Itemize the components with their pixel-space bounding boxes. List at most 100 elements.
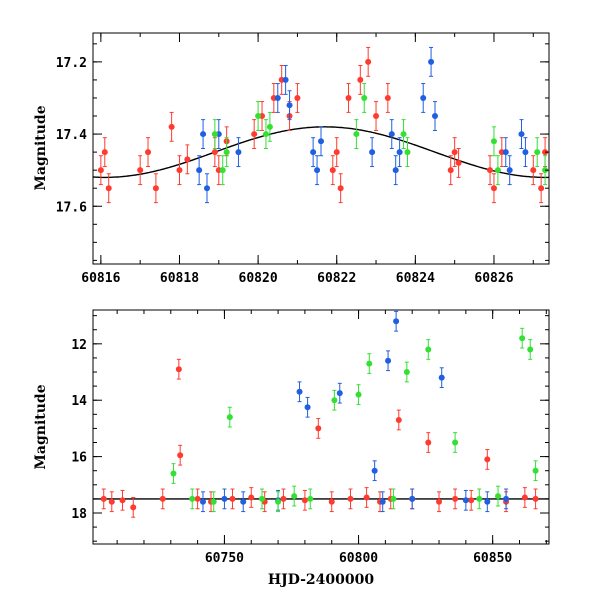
top-x-tick-label: 60824 [396, 271, 435, 286]
top-data-point [211, 149, 218, 156]
bottom-y-tick-label: 18 [71, 507, 87, 522]
top-data-point [400, 131, 407, 138]
top-data-point [502, 149, 509, 156]
top-data-point [145, 149, 152, 156]
top-data-point [310, 149, 317, 156]
top-data-point [282, 76, 289, 83]
top-data-point [396, 149, 403, 156]
top-data-point [251, 131, 258, 138]
top-x-tick-label: 60816 [81, 271, 120, 286]
bottom-data-point [468, 497, 475, 504]
bottom-data-point [175, 366, 182, 373]
top-data-point [490, 185, 497, 192]
bottom-data-point [315, 425, 322, 432]
bottom-data-point [226, 414, 233, 421]
bottom-data-point [159, 495, 166, 502]
bottom-data-point [462, 497, 469, 504]
top-x-tick-label: 60820 [239, 271, 278, 286]
top-x-tick-label: 60822 [317, 271, 356, 286]
top-data-point [490, 138, 497, 145]
bottom-data-point [484, 456, 491, 463]
top-data-point [329, 167, 336, 174]
top-data-point [184, 156, 191, 163]
bottom-data-point [301, 497, 308, 504]
bottom-y-axis-label: Magnitude [33, 384, 49, 469]
top-data-point [274, 94, 281, 101]
top-data-point [432, 113, 438, 120]
top-data-point [534, 149, 541, 156]
bottom-data-point [275, 498, 282, 505]
top-data-point [204, 185, 210, 192]
bottom-data-point [527, 346, 534, 353]
bottom-data-point [347, 495, 354, 502]
top-data-point [318, 138, 324, 145]
top-data-point [369, 149, 376, 156]
bottom-data-point [210, 498, 217, 505]
top-data-point [337, 185, 344, 192]
bottom-data-point [390, 495, 397, 502]
top-data-point [176, 167, 183, 174]
bottom-data-point [328, 498, 335, 505]
bottom-data-point [425, 346, 432, 353]
bottom-data-point [484, 498, 491, 505]
top-y-ticks: 17.2 17.4 17.6 [56, 43, 549, 261]
bottom-data-point [258, 495, 265, 502]
top-data-point [235, 149, 242, 156]
bottom-data-point [532, 467, 539, 474]
top-data-point [428, 58, 435, 65]
top-data-point [219, 167, 226, 174]
bottom-data-point [366, 360, 373, 367]
bottom-y-tick-label: 14 [71, 394, 87, 409]
bottom-plot-frame [92, 309, 550, 545]
bottom-data-point [280, 495, 287, 502]
top-data-point [373, 113, 380, 120]
bottom-data-point [403, 369, 410, 376]
bottom-data-point [221, 495, 228, 502]
bottom-data-point [495, 493, 502, 500]
bottom-data-point [395, 416, 402, 423]
top-x-tick-label: 60826 [474, 271, 513, 286]
bottom-data-point [503, 495, 510, 502]
bottom-data-point [177, 452, 184, 459]
bottom-x-tick-label: 60750 [205, 551, 244, 566]
top-data-point [494, 167, 501, 174]
top-y-axis-label: Magnitude [33, 105, 49, 190]
bottom-x-tick-label: 60850 [473, 551, 512, 566]
bottom-data-point [436, 498, 443, 505]
bottom-data-point [393, 318, 400, 325]
bottom-data-point [532, 495, 539, 502]
bottom-data-point [170, 470, 177, 477]
top-data-point [447, 167, 454, 174]
bottom-data-point [336, 390, 343, 397]
bottom-data-point [519, 335, 526, 342]
bottom-data-point [304, 404, 311, 411]
top-data-point [518, 131, 525, 138]
top-data-point [404, 149, 411, 156]
top-data-point [357, 76, 364, 83]
top-data-point [388, 131, 395, 138]
top-data-point [211, 131, 218, 138]
bottom-data-point [425, 439, 432, 446]
bottom-data-point [363, 494, 370, 501]
bottom-data-point [521, 494, 528, 501]
top-data-point [530, 167, 537, 174]
bottom-data-point [248, 494, 255, 501]
top-data-point [223, 149, 230, 156]
top-data-point [101, 149, 108, 156]
top-data-point [105, 185, 112, 192]
top-data-point [455, 159, 462, 166]
bottom-data-point [331, 397, 338, 404]
top-data-point [168, 123, 175, 130]
bottom-data-point [296, 388, 303, 395]
top-data-point [196, 167, 203, 174]
top-data-point [392, 167, 399, 174]
bottom-data-point [130, 504, 137, 511]
bottom-data-point [194, 495, 201, 502]
bottom-data-point [409, 495, 416, 502]
bottom-data-point [229, 495, 236, 502]
top-y-tick-label: 17.2 [56, 56, 87, 71]
top-y-tick-label: 17.6 [56, 200, 87, 215]
top-data-point [538, 185, 545, 192]
bottom-y-tick-label: 16 [71, 451, 87, 466]
top-data-point [152, 185, 159, 192]
